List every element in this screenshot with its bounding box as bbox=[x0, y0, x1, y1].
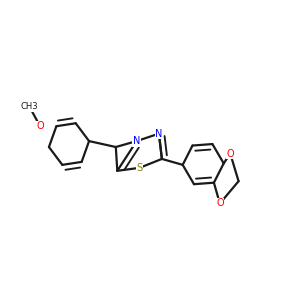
Text: CH3: CH3 bbox=[21, 102, 38, 111]
Text: O: O bbox=[36, 121, 44, 131]
Text: N: N bbox=[155, 129, 163, 139]
Text: O: O bbox=[226, 148, 234, 159]
Text: O: O bbox=[216, 199, 224, 208]
Text: N: N bbox=[133, 136, 140, 146]
Text: S: S bbox=[136, 163, 143, 173]
